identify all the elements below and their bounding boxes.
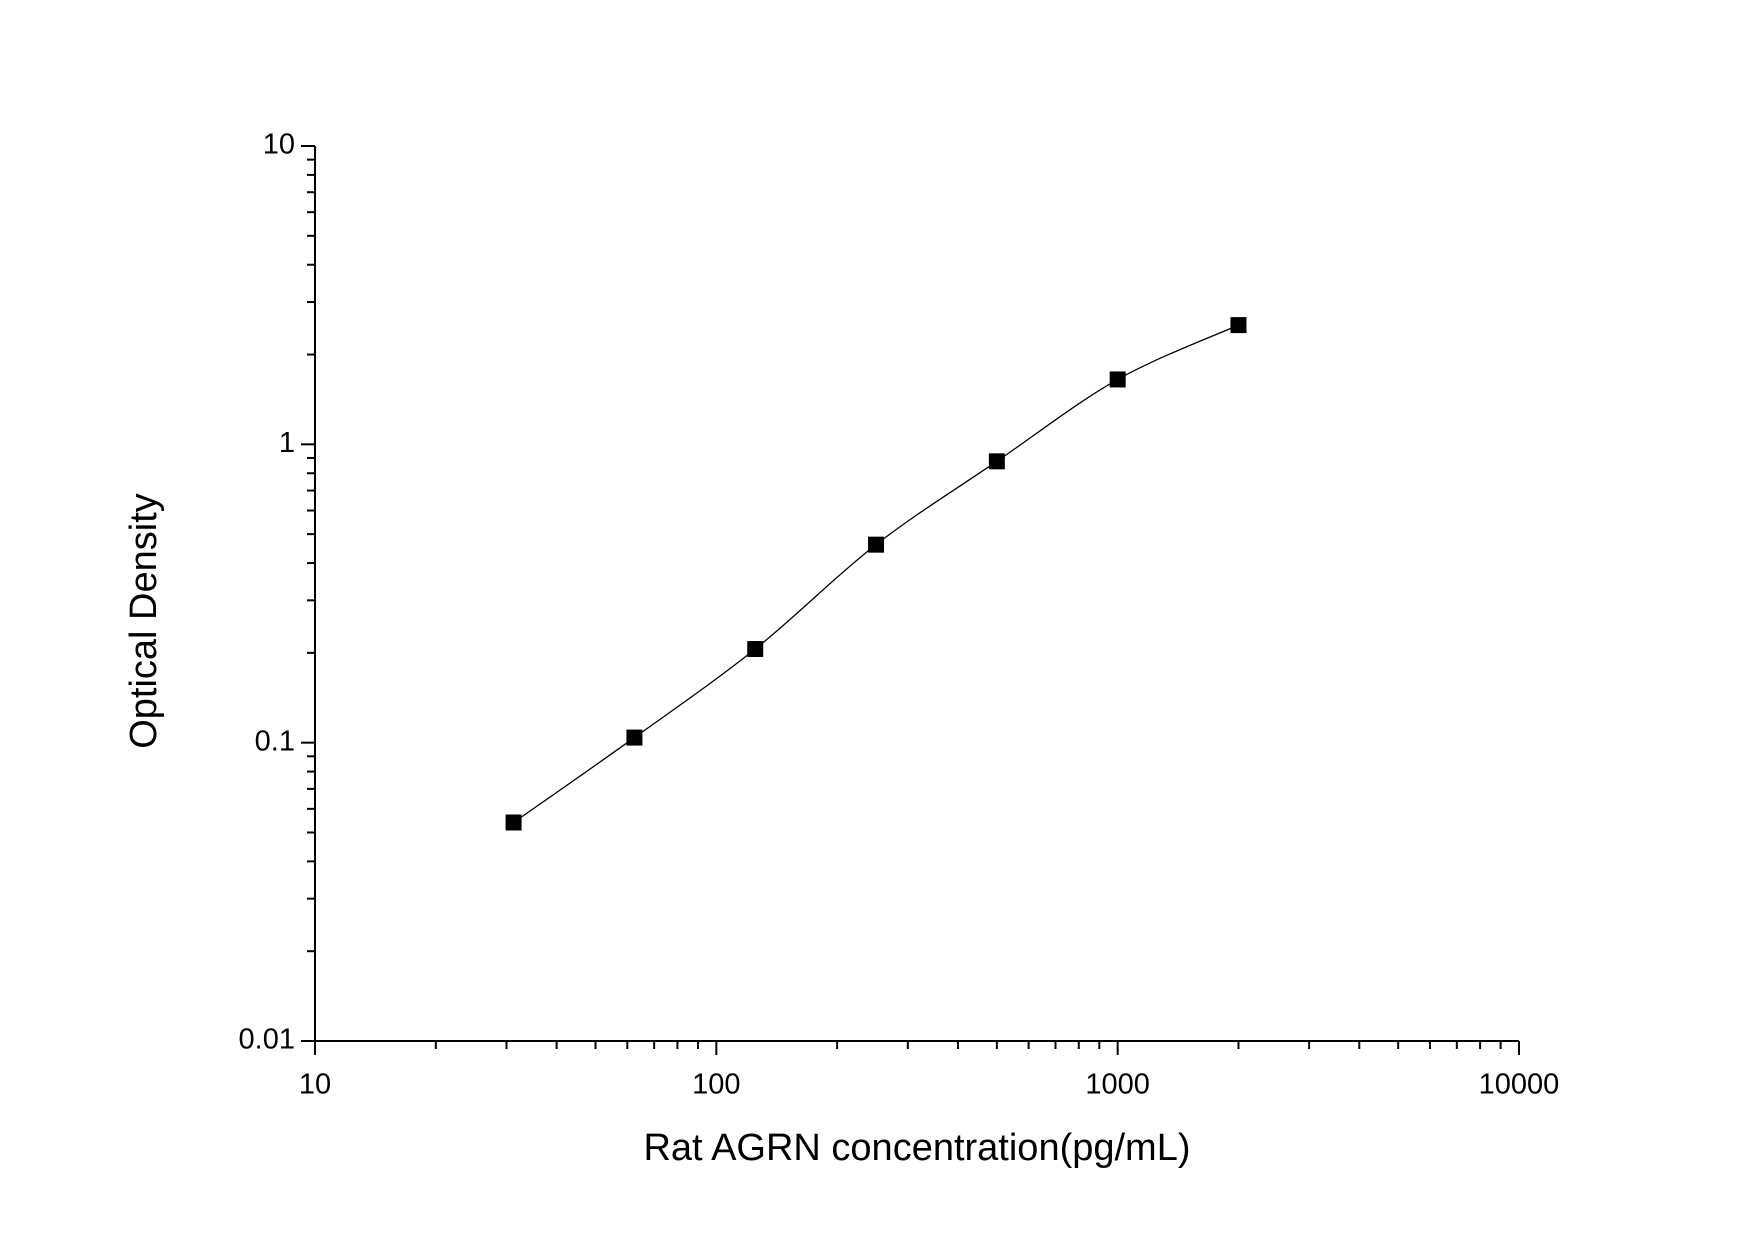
- x-axis-title: Rat AGRN concentration(pg/mL): [643, 1127, 1190, 1169]
- y-tick-label: 10: [263, 129, 295, 161]
- x-tick-label: 1000: [1085, 1069, 1150, 1101]
- x-tick-label: 10: [299, 1069, 331, 1101]
- y-axis-title: Optical Density: [123, 493, 165, 749]
- x-tick-label: 100: [692, 1069, 740, 1101]
- x-tick-label: 10000: [1479, 1069, 1560, 1101]
- y-tick-label: 0.01: [239, 1024, 295, 1056]
- point: [505, 814, 522, 831]
- point: [868, 536, 885, 553]
- y-tick-label: 0.1: [255, 725, 295, 757]
- point: [1230, 317, 1247, 334]
- point: [626, 729, 643, 746]
- fit-line: [513, 324, 1239, 824]
- point: [1109, 371, 1126, 388]
- point: [988, 453, 1005, 470]
- y-tick-label: 1: [279, 427, 295, 459]
- point: [747, 641, 764, 658]
